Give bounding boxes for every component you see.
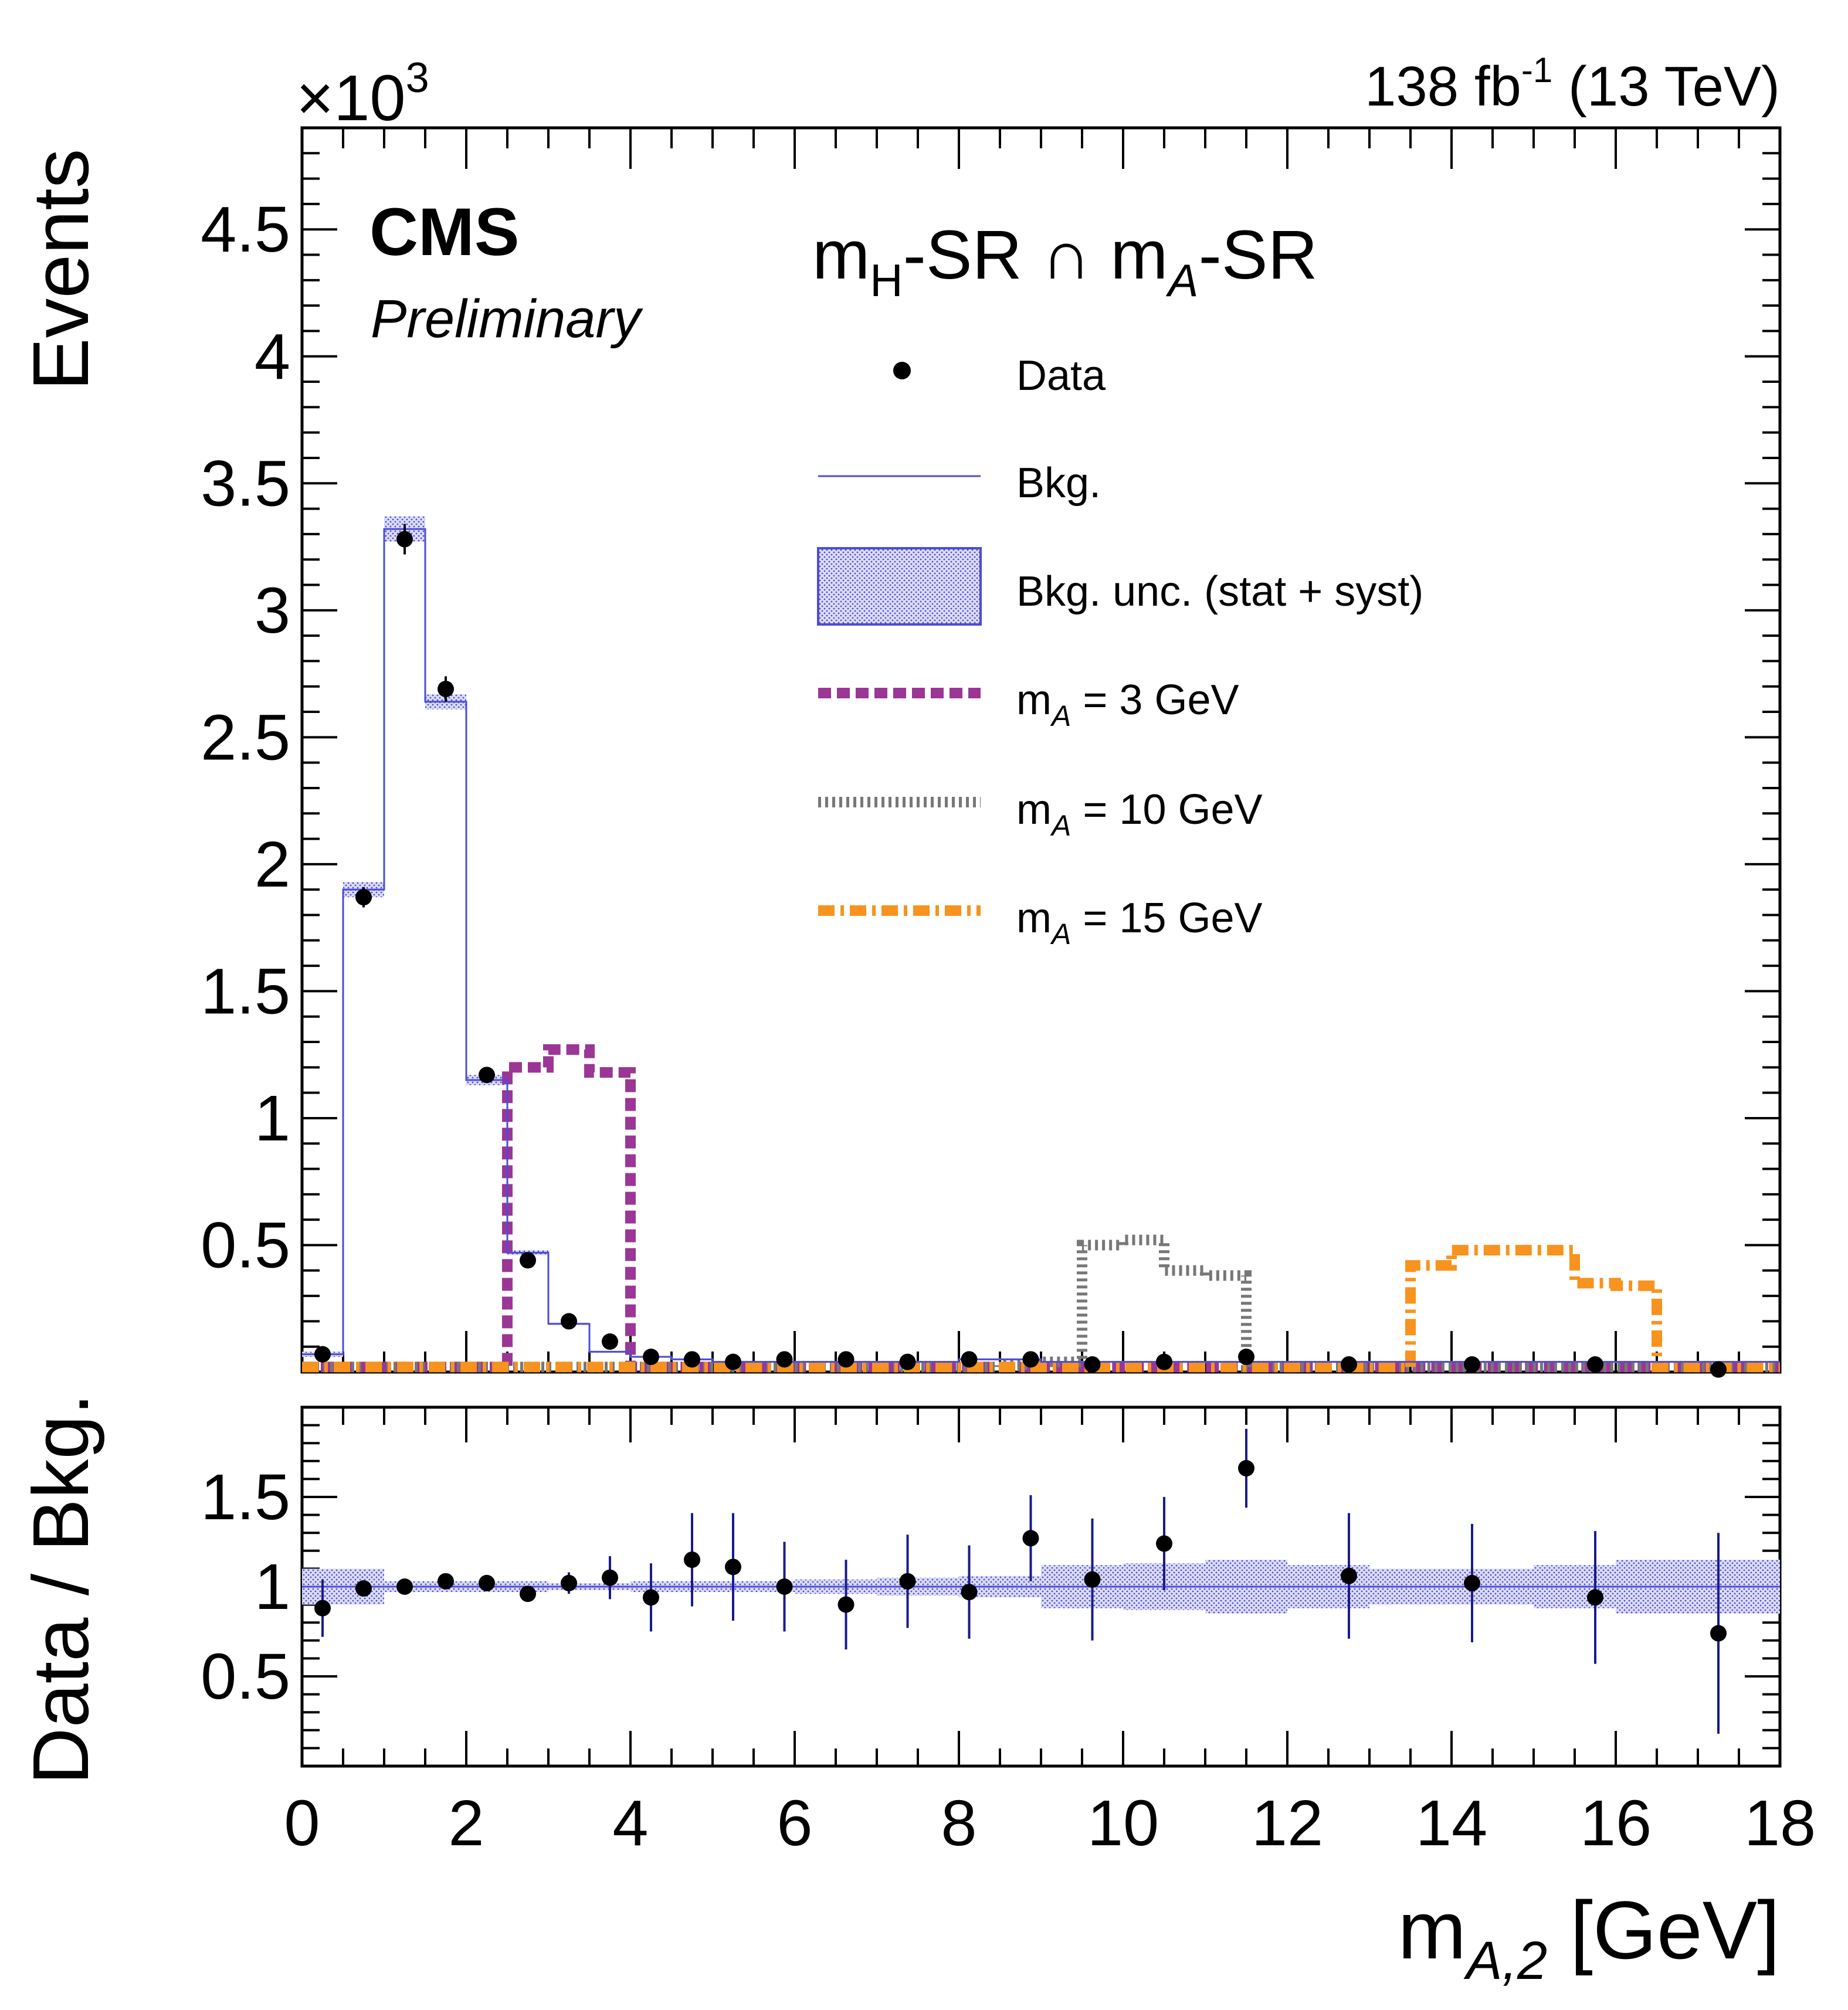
data-point [1587,1356,1603,1373]
data-point [1238,1349,1254,1366]
legend-label-sig15: mA = 15 GeV [1016,895,1263,950]
data-point [725,1353,741,1370]
y-tick-label: 2 [255,829,290,901]
x-axis-label: mA,2 [GeV] [1398,1884,1780,1991]
x-tick-label: 16 [1580,1787,1652,1859]
signal-3-gev-line [302,1044,1780,1373]
x-tick-label: 4 [612,1787,648,1859]
data-points [314,524,1727,1378]
ratio-point [643,1589,659,1606]
ratio-point [1587,1589,1603,1606]
ratio-y-tick-label: 0.5 [201,1641,290,1713]
ratio-point [776,1578,793,1595]
ratio-point [684,1551,700,1568]
signal-10-gev-line [302,1234,1780,1373]
x-tick-label: 0 [284,1787,320,1859]
ratio-point [355,1580,372,1597]
ratio-point [1341,1567,1357,1584]
data-point [1464,1356,1480,1373]
signal-15-gev-line [302,1245,1780,1373]
data-point [1022,1351,1039,1368]
data-point [438,681,454,698]
y-multiplier: ×103 [296,55,429,134]
y-tick-label: 4.5 [201,193,290,266]
y-tick-label: 1 [255,1082,290,1155]
legend-label-sig10: mA = 10 GeV [1016,786,1263,842]
top-panel-ticks: 0.5 1 1.5 2 2.5 3 3.5 4 4.5 [201,127,1781,1372]
legend-label-sig3: mA = 3 GeV [1016,677,1239,732]
cms-label: CMS [369,195,520,270]
data-point [314,1346,331,1363]
ratio-point [1464,1574,1480,1591]
region-label: mH-SR ∩ mA-SR [812,216,1318,306]
ratio-point [1710,1625,1727,1642]
data-point [355,889,372,906]
x-tick-label: 8 [941,1787,976,1859]
luminosity-label: 138 fb-1 (13 TeV) [1365,50,1780,118]
ratio-point [1156,1535,1172,1552]
ratio-y-tick-label: 1 [255,1551,290,1623]
data-point [684,1351,700,1368]
x-tick-label: 2 [448,1787,484,1859]
data-point [1084,1356,1101,1373]
ratio-y-tick-label: 1.5 [201,1461,290,1533]
ratio-point [438,1573,454,1590]
data-point [1710,1361,1727,1378]
data-point [1156,1353,1172,1370]
y-tick-label: 3 [255,575,290,647]
ratio-point [561,1574,577,1591]
ratio-point [520,1585,536,1602]
y-axis-label-ratio: Data / Bkg. [16,1393,105,1785]
data-point [602,1333,618,1350]
y-tick-label: 4 [255,321,290,393]
y-axis-label-events: Events [16,149,105,391]
ratio-point [479,1574,495,1591]
x-tick-label: 18 [1744,1787,1816,1859]
y-tick-label: 1.5 [201,955,290,1027]
signal-histograms [302,1044,1780,1373]
ratio-point [602,1569,618,1586]
data-point [643,1349,659,1366]
ratio-point [837,1596,855,1613]
legend-label-bkg: Bkg. [1016,460,1101,507]
legend-label-data: Data [1016,352,1106,399]
ratio-point [961,1584,978,1601]
bkg-line [302,528,1780,1363]
data-point [561,1313,577,1330]
x-tick-label: 6 [777,1787,812,1859]
data-point [837,1351,855,1368]
y-tick-label: 2.5 [201,701,290,773]
ratio-points [314,1428,1727,1734]
y-tick-label: 3.5 [201,447,290,520]
data-point [396,531,413,548]
ratio-point [314,1600,331,1617]
legend-label-unc: Bkg. unc. (stat + syst) [1016,568,1423,615]
legend-marker-data [893,362,911,379]
legend: Data Bkg. Bkg. unc. (stat + syst) mA = 3… [817,352,1423,950]
ratio-point [1084,1571,1101,1588]
data-point [899,1353,916,1370]
ratio-point [725,1559,741,1576]
ratio-point [1022,1530,1039,1547]
ratio-point [1238,1460,1254,1477]
legend-marker-unc [817,547,982,626]
x-tick-label: 14 [1416,1787,1487,1859]
ratio-point [396,1578,413,1595]
ratio-panel-ticks: 0.5 1 1.5 0 2 4 6 8 10 12 14 16 18 [201,1407,1816,1859]
ratio-point [899,1573,916,1590]
data-point [520,1252,536,1269]
x-tick-label: 12 [1252,1787,1323,1859]
preliminary-label: Preliminary [371,289,643,349]
x-tick-label: 10 [1087,1787,1159,1859]
data-point [479,1067,495,1084]
data-point [1341,1356,1357,1373]
data-point [961,1351,978,1368]
y-tick-label: 0.5 [201,1209,290,1281]
bkg-histogram [302,528,1780,1363]
data-point [776,1351,793,1368]
